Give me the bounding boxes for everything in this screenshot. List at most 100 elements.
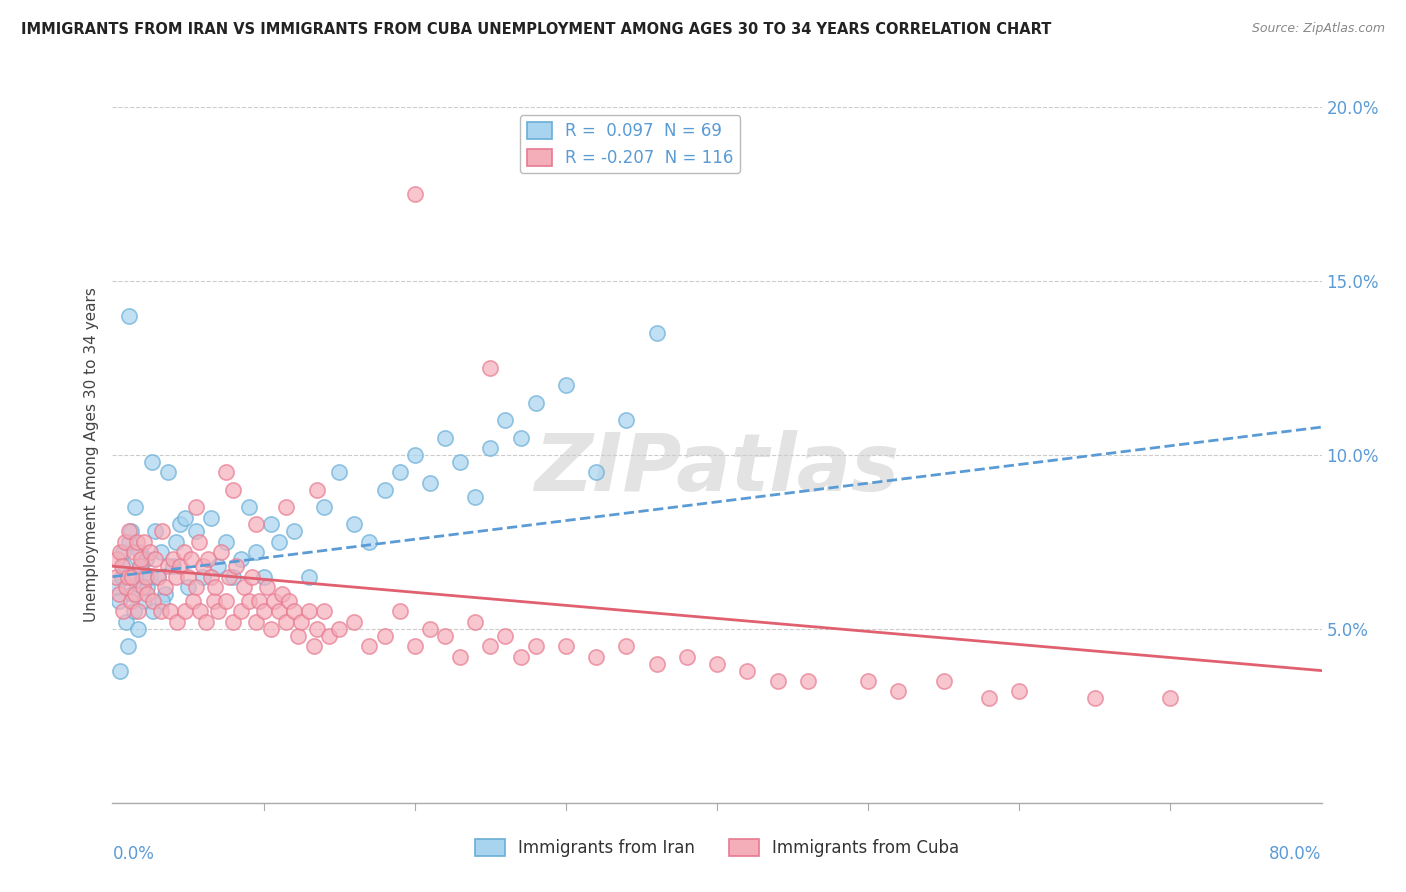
Point bbox=[1159, 691, 1181, 706]
Point bbox=[616, 639, 638, 653]
Point bbox=[796, 674, 818, 689]
Point bbox=[117, 570, 139, 584]
Point bbox=[135, 570, 157, 584]
Point bbox=[1084, 691, 1107, 706]
Point bbox=[169, 517, 191, 532]
Point bbox=[215, 466, 238, 480]
Point bbox=[181, 594, 204, 608]
Point bbox=[209, 545, 232, 559]
Point bbox=[318, 629, 340, 643]
Point bbox=[129, 552, 152, 566]
Point bbox=[495, 413, 517, 427]
Point bbox=[276, 615, 298, 629]
Point bbox=[191, 559, 215, 574]
Point bbox=[155, 587, 177, 601]
Point bbox=[121, 570, 143, 584]
Point bbox=[374, 483, 396, 497]
Point bbox=[858, 674, 880, 689]
Point bbox=[302, 639, 325, 653]
Point bbox=[388, 605, 411, 619]
Point bbox=[222, 570, 245, 584]
Point bbox=[110, 559, 132, 574]
Point bbox=[479, 360, 502, 375]
Point bbox=[128, 559, 150, 574]
Point bbox=[143, 524, 166, 539]
Point bbox=[139, 570, 162, 584]
Point bbox=[173, 545, 195, 559]
Text: 0.0%: 0.0% bbox=[112, 845, 155, 863]
Point bbox=[328, 622, 350, 636]
Point bbox=[267, 534, 290, 549]
Point bbox=[343, 517, 366, 532]
Point bbox=[419, 622, 441, 636]
Point bbox=[238, 500, 260, 514]
Point bbox=[150, 524, 173, 539]
Point bbox=[165, 534, 187, 549]
Point bbox=[229, 605, 252, 619]
Point bbox=[125, 534, 148, 549]
Point bbox=[184, 500, 207, 514]
Point bbox=[200, 570, 222, 584]
Point bbox=[479, 639, 502, 653]
Point bbox=[150, 594, 173, 608]
Point bbox=[142, 605, 165, 619]
Point bbox=[136, 587, 159, 601]
Point bbox=[388, 466, 411, 480]
Point bbox=[298, 605, 321, 619]
Point bbox=[287, 629, 309, 643]
Text: IMMIGRANTS FROM IRAN VS IMMIGRANTS FROM CUBA UNEMPLOYMENT AMONG AGES 30 TO 34 YE: IMMIGRANTS FROM IRAN VS IMMIGRANTS FROM … bbox=[21, 22, 1052, 37]
Point bbox=[218, 570, 240, 584]
Point bbox=[114, 559, 136, 574]
Legend: Immigrants from Iran, Immigrants from Cuba: Immigrants from Iran, Immigrants from Cu… bbox=[468, 832, 966, 864]
Point bbox=[122, 545, 145, 559]
Point bbox=[197, 552, 219, 566]
Point bbox=[149, 605, 172, 619]
Point bbox=[434, 629, 457, 643]
Point bbox=[200, 510, 222, 524]
Point bbox=[222, 615, 245, 629]
Point bbox=[125, 576, 148, 591]
Point bbox=[645, 657, 668, 671]
Point bbox=[328, 466, 350, 480]
Point bbox=[134, 534, 156, 549]
Point bbox=[120, 524, 142, 539]
Point bbox=[120, 594, 142, 608]
Point bbox=[187, 534, 209, 549]
Point bbox=[253, 605, 276, 619]
Point bbox=[124, 587, 146, 601]
Point bbox=[215, 534, 238, 549]
Point bbox=[107, 587, 129, 601]
Point bbox=[585, 466, 607, 480]
Point bbox=[283, 524, 305, 539]
Point bbox=[122, 605, 145, 619]
Point bbox=[887, 684, 910, 698]
Point bbox=[766, 674, 789, 689]
Point bbox=[283, 605, 305, 619]
Point bbox=[1008, 684, 1031, 698]
Point bbox=[108, 664, 131, 678]
Point bbox=[134, 594, 156, 608]
Point bbox=[404, 448, 426, 462]
Point bbox=[253, 570, 276, 584]
Point bbox=[177, 580, 200, 594]
Point bbox=[278, 594, 301, 608]
Point bbox=[184, 580, 207, 594]
Point bbox=[166, 615, 188, 629]
Point bbox=[162, 559, 184, 574]
Point bbox=[404, 639, 426, 653]
Point bbox=[204, 580, 226, 594]
Point bbox=[180, 552, 202, 566]
Point bbox=[509, 430, 531, 444]
Point bbox=[464, 490, 486, 504]
Point bbox=[174, 510, 197, 524]
Point bbox=[298, 570, 321, 584]
Point bbox=[419, 475, 441, 490]
Point bbox=[554, 378, 576, 392]
Point bbox=[202, 594, 225, 608]
Point bbox=[979, 691, 1001, 706]
Point bbox=[314, 605, 336, 619]
Point bbox=[479, 441, 502, 455]
Point bbox=[524, 639, 547, 653]
Point bbox=[270, 587, 292, 601]
Point bbox=[449, 649, 471, 664]
